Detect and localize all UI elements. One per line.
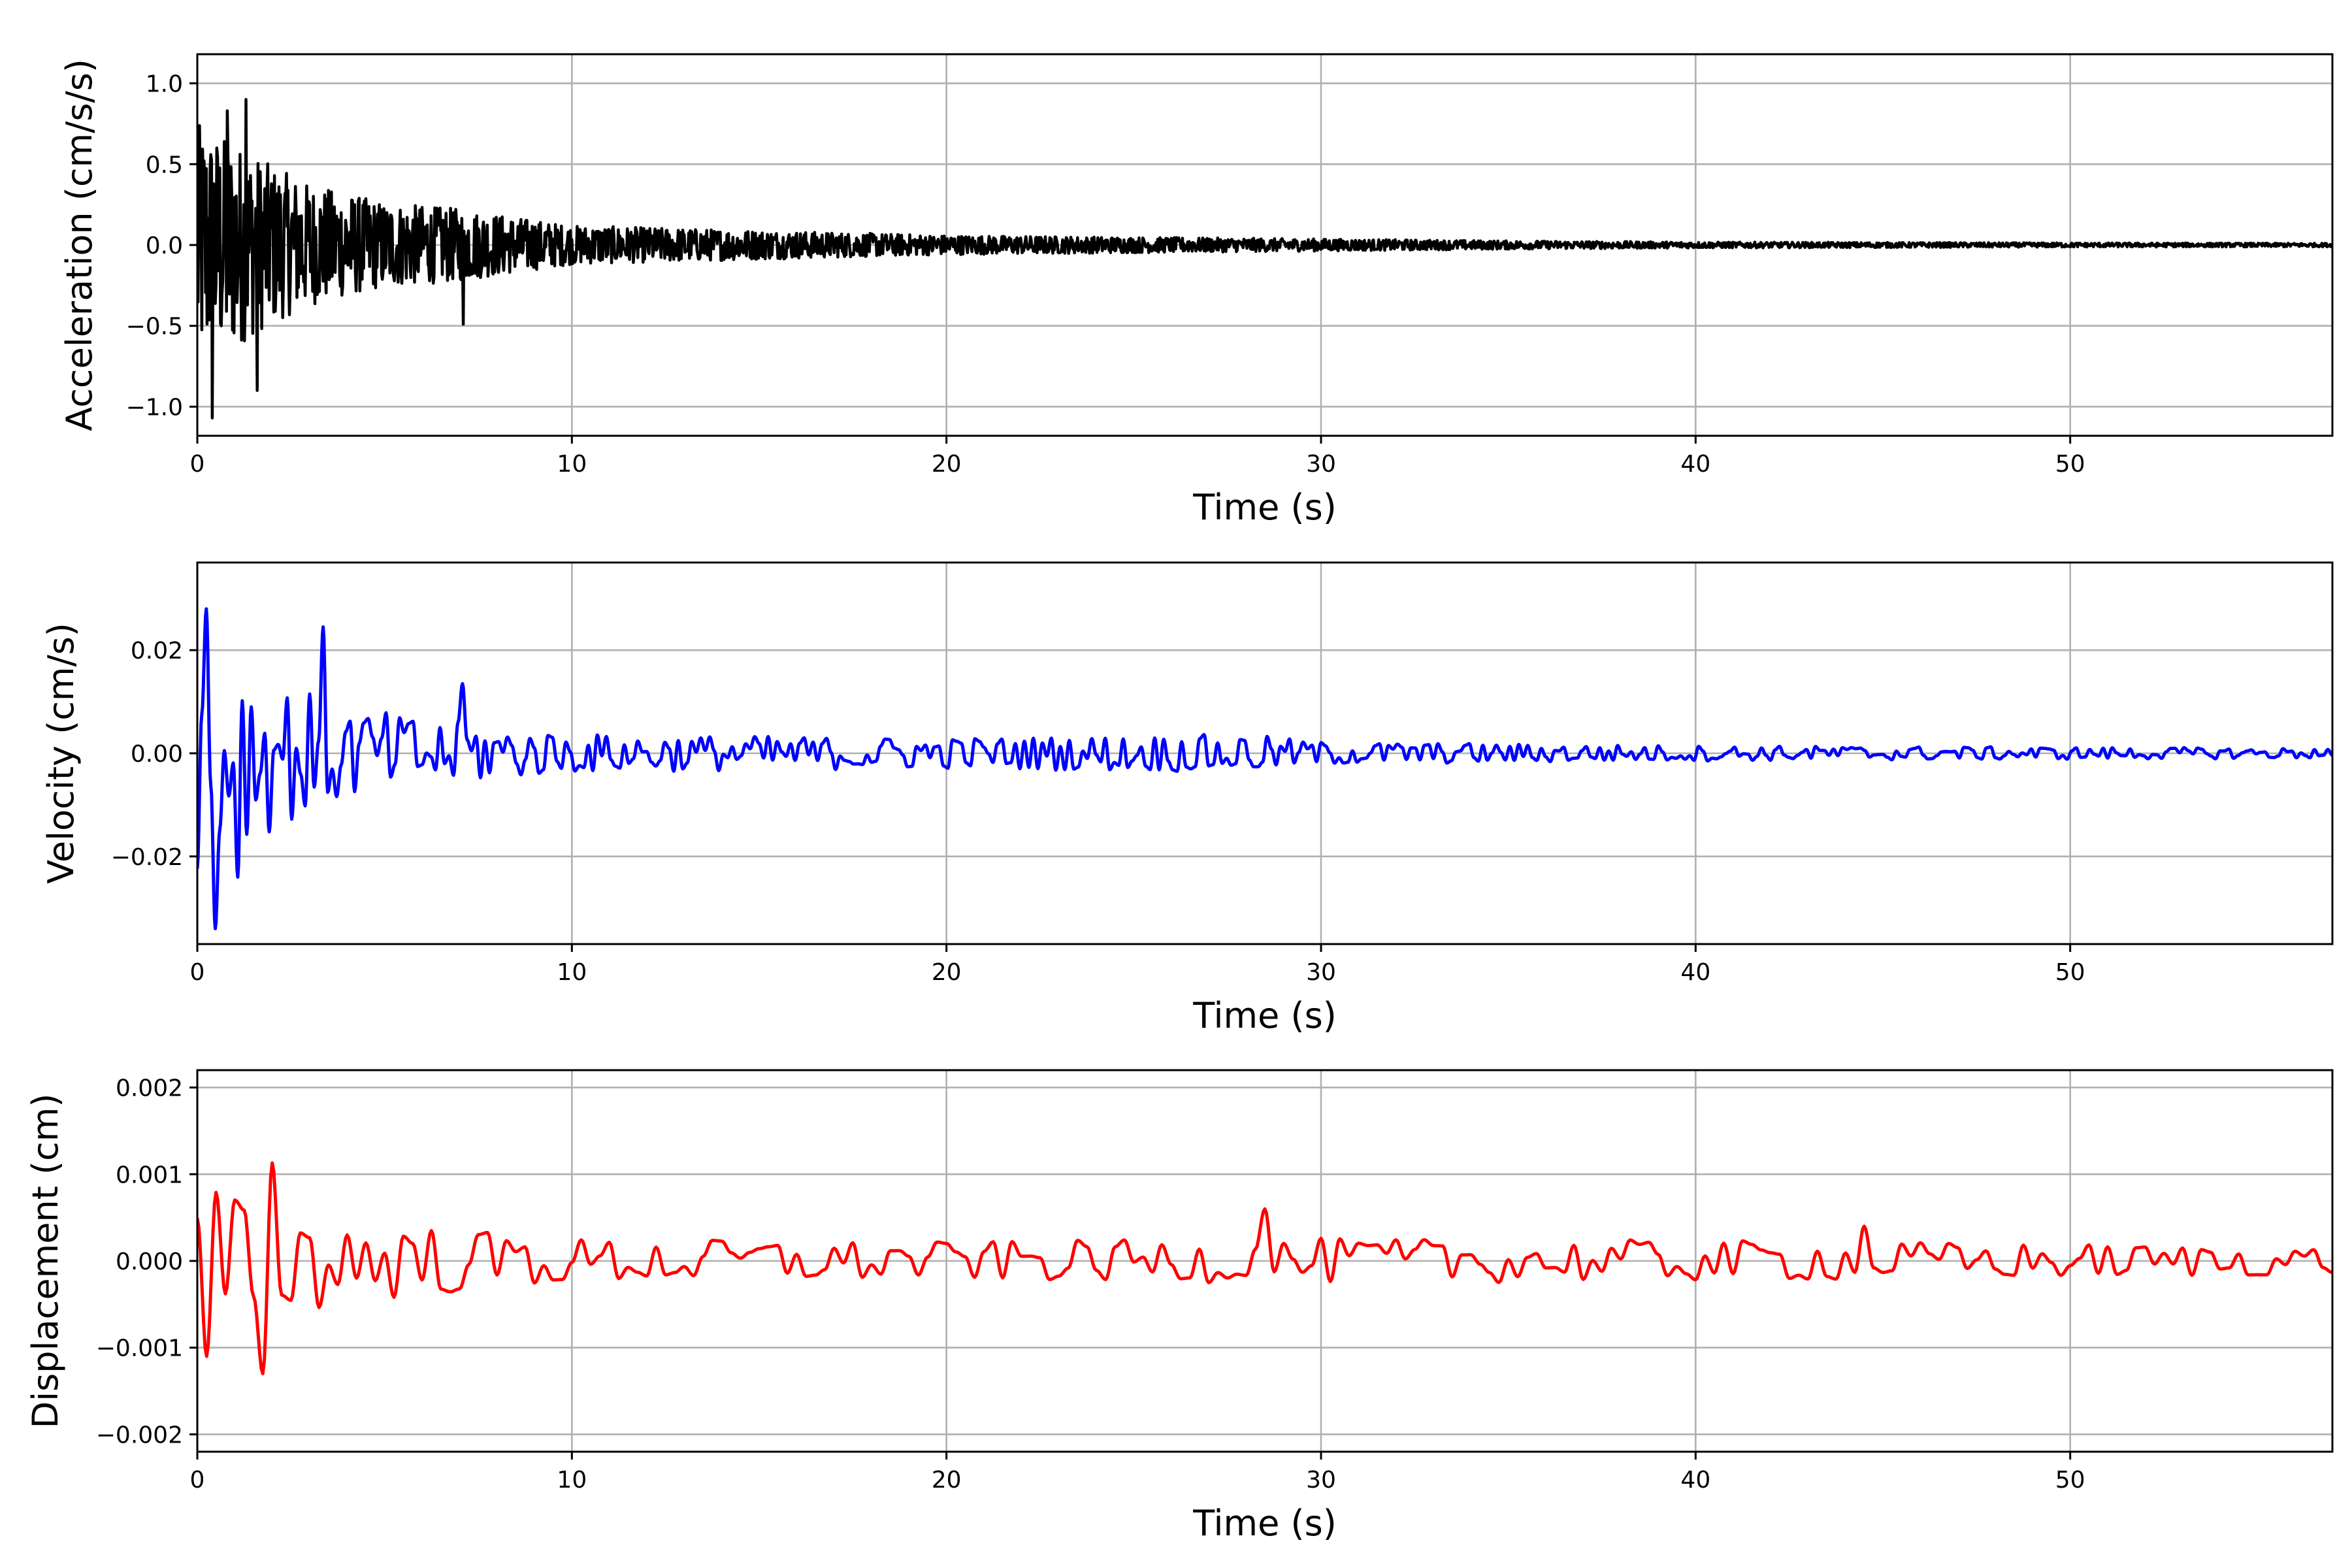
velocity-ytick-label: 0.00 — [131, 741, 183, 768]
displacement-xlabel: Time (s) — [1192, 1503, 1337, 1544]
acceleration-xlabel: Time (s) — [1192, 487, 1337, 528]
acceleration-axes-frame — [196, 53, 2334, 437]
acceleration-xtick-label: 0 — [190, 451, 205, 478]
velocity-xtick-label: 10 — [557, 959, 587, 986]
velocity-panel: Velocity (cm/s) Time (s) 0 10 20 30 40 50 −0.0… — [41, 561, 2334, 1036]
acceleration-ytick-label: −0.5 — [126, 314, 183, 340]
displacement-xtick-label: 0 — [190, 1467, 205, 1494]
acceleration-ylabel: Acceleration (cm/s/s) — [59, 59, 100, 431]
displacement-ytick-label: −0.001 — [96, 1335, 183, 1362]
velocity-xtick-label: 20 — [932, 959, 962, 986]
displacement-xtick-label: 50 — [2055, 1467, 2085, 1494]
velocity-xtick-label: 40 — [1680, 959, 1710, 986]
displacement-ytick-label: 0.002 — [116, 1075, 183, 1102]
acceleration-series-line — [197, 98, 2332, 420]
displacement-xtick-label: 40 — [1680, 1467, 1710, 1494]
displacement-xtick-label: 10 — [557, 1467, 587, 1494]
acceleration-ytick-label: 0.0 — [146, 233, 183, 259]
velocity-ylabel: Velocity (cm/s) — [41, 623, 82, 884]
acceleration-xtick-label: 40 — [1680, 451, 1710, 478]
acceleration-ytick-label: 1.0 — [146, 71, 183, 98]
velocity-xlabel: Time (s) — [1192, 995, 1337, 1036]
displacement-panel: Displacement (cm) Time (s) 0 10 20 30 40 50 −0… — [25, 1069, 2334, 1544]
displacement-axes-frame — [196, 1069, 2334, 1453]
displacement-xtick-label: 30 — [1306, 1467, 1336, 1494]
displacement-ytick-label: −0.002 — [96, 1422, 183, 1448]
velocity-ytick-label: 0.02 — [131, 638, 183, 664]
acceleration-xtick-label: 30 — [1306, 451, 1336, 478]
velocity-axes-frame — [196, 561, 2334, 945]
acceleration-xtick-label: 50 — [2055, 451, 2085, 478]
acceleration-xtick-label: 20 — [932, 451, 962, 478]
displacement-ylabel: Displacement (cm) — [25, 1094, 66, 1429]
velocity-xtick-label: 30 — [1306, 959, 1336, 986]
displacement-ytick-label: 0.001 — [116, 1162, 183, 1188]
velocity-xtick-label: 0 — [190, 959, 205, 986]
acceleration-xtick-label: 10 — [557, 451, 587, 478]
velocity-ytick-label: −0.02 — [111, 844, 183, 871]
acceleration-ytick-label: 0.5 — [146, 152, 183, 178]
velocity-series-line — [197, 607, 2332, 930]
displacement-series-line — [197, 1161, 2332, 1375]
acceleration-panel: Acceleration (cm/s/s) Time (s) 0 10 20 30 40… — [59, 53, 2334, 528]
displacement-xtick-label: 20 — [932, 1467, 962, 1494]
displacement-ytick-label: 0.000 — [116, 1249, 183, 1275]
velocity-xtick-label: 50 — [2055, 959, 2085, 986]
acceleration-ytick-label: −1.0 — [126, 394, 183, 421]
